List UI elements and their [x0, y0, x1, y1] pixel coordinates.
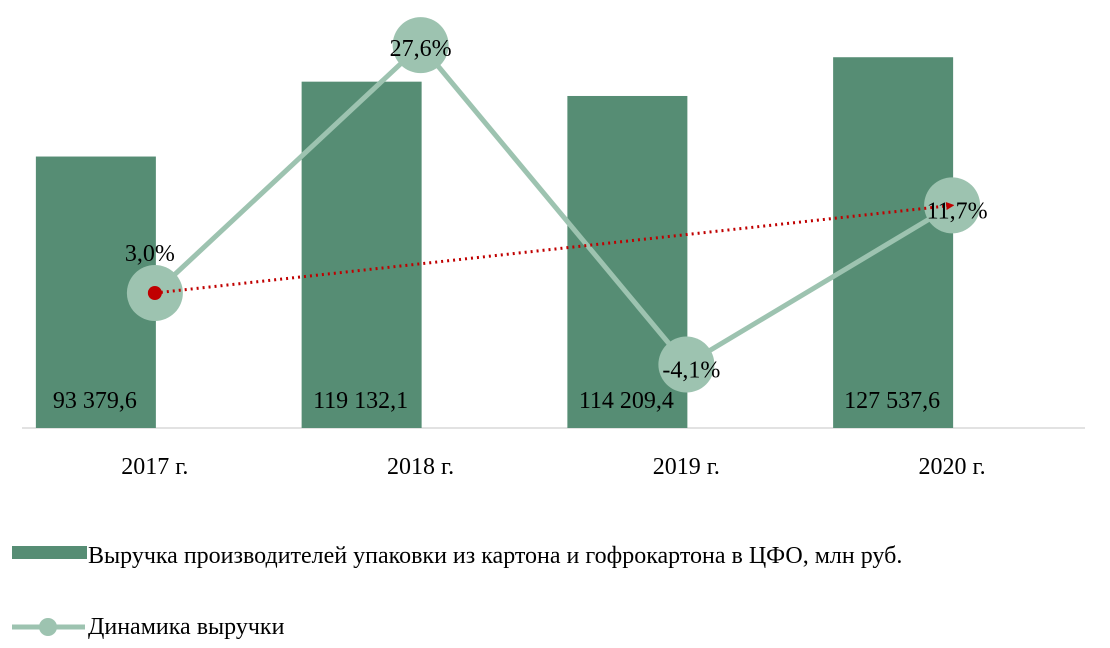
line-value-label: -4,1%: [662, 358, 720, 384]
x-tick-label: 2020 г.: [919, 454, 986, 480]
line-marker: [658, 336, 715, 393]
line: [153, 41, 954, 368]
bar-value-label: 114 209,4: [579, 388, 674, 414]
bar-value-label: 127 537,6: [844, 388, 940, 414]
bar: [301, 81, 422, 429]
x-tick-label: 2018 г.: [387, 454, 454, 480]
x-tick-label: 2017 г.: [121, 454, 188, 480]
x-tick-label: 2019 г.: [653, 454, 720, 480]
line-value-label: 27,6%: [390, 36, 452, 62]
legend-swatch-bar: [12, 546, 87, 559]
trend-start: [147, 286, 162, 301]
bar-value-label: 119 132,1: [313, 388, 408, 414]
bar-value-label: 93 379,6: [53, 388, 137, 414]
line-value-label: 3,0%: [125, 241, 175, 267]
line-value-label: 11,7%: [927, 198, 988, 224]
legend-label: Динамика выручки: [88, 614, 285, 640]
line-marker: [392, 17, 449, 74]
trend-arrow: [154, 205, 952, 295]
legend-swatch-marker: [39, 618, 57, 636]
legend-label: Выручка производителей упаковки из карто…: [88, 543, 903, 569]
